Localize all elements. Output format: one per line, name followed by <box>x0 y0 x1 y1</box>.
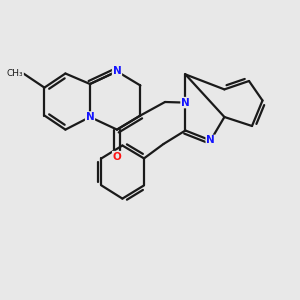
Text: CH₃: CH₃ <box>7 69 23 78</box>
Text: N: N <box>206 135 215 146</box>
Text: O: O <box>112 152 122 162</box>
Text: N: N <box>181 98 190 108</box>
Text: N: N <box>112 66 122 76</box>
Text: N: N <box>85 112 94 122</box>
